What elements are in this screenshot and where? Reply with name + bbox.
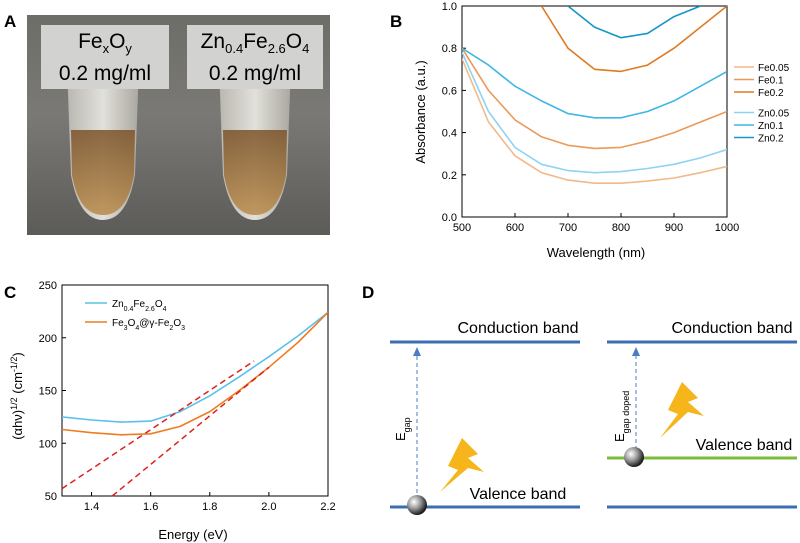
series-line-zn0-1: [462, 47, 727, 119]
series-line-fe3o4-fe2o3: [62, 311, 328, 436]
tauc-x-label: Energy (eV): [158, 527, 227, 542]
legend-label-fe: Fe3O4@γ-Fe2O3: [112, 318, 185, 332]
fit-line-fit2: [111, 366, 270, 497]
photo-vials: FexOy 0.2 mg/ml Zn0.4Fe2.6O4 0.2 mg/ml: [27, 15, 330, 235]
legend-label: Fe0.1: [758, 76, 784, 87]
y-tick-label: 0.6: [442, 85, 457, 97]
legend-label-zn: Zn0.4Fe2.6O4: [112, 299, 167, 313]
right-valence-label: Valence band: [696, 437, 793, 454]
y-tick-label: 150: [39, 386, 57, 398]
y-tick-label: 0.4: [442, 128, 457, 140]
right-arrowhead-icon: [632, 347, 640, 356]
series-line-zn0-05: [462, 52, 727, 174]
left-electron-icon: [407, 495, 427, 515]
right-conduction-label: Conduction band: [672, 320, 793, 337]
series-line-zn0-4fe2-6o4: [62, 311, 328, 423]
right-lightning-icon: [660, 382, 704, 438]
left-egap-label: Egap: [393, 417, 412, 441]
right-vial-label: Zn0.4Fe2.6O4 0.2 mg/ml: [187, 25, 323, 89]
x-tick-label: 900: [665, 222, 683, 234]
y-tick-label: 0.0: [442, 212, 457, 224]
legend-label: Zn0.2: [758, 134, 784, 145]
y-tick-label: 50: [45, 491, 57, 503]
x-tick-label: 1.8: [202, 501, 217, 513]
y-tick-label: 0.2: [442, 170, 457, 182]
x-tick-label: 1.4: [84, 501, 99, 513]
panel-a-label: A: [4, 12, 17, 31]
x-tick-label: 600: [506, 222, 524, 234]
tauc-y-label: (αhν)1/2 (cm-1/2): [9, 352, 25, 440]
absorbance-x-label: Wavelength (nm): [547, 245, 646, 260]
x-tick-label: 800: [612, 222, 630, 234]
left-liquid: [71, 130, 135, 215]
left-vial-label: FexOy 0.2 mg/ml: [41, 25, 169, 89]
x-tick-label: 1.6: [143, 501, 158, 513]
x-tick-label: 1000: [715, 222, 739, 234]
right-liquid: [223, 130, 287, 215]
left-conduction-label: Conduction band: [458, 320, 579, 337]
series-line-fe0-1: [462, 47, 727, 150]
absorbance-y-label: Absorbance (a.u.): [413, 60, 428, 163]
right-electron-icon: [624, 447, 644, 467]
y-tick-label: 250: [39, 280, 57, 292]
vials-illustration: [67, 65, 291, 220]
x-tick-label: 2.2: [320, 501, 335, 513]
left-lightning-icon: [440, 438, 484, 492]
series-line-fe0-2: [540, 6, 727, 73]
plot-frame: [461, 5, 728, 218]
left-valence-label: Valence band: [470, 486, 567, 503]
x-tick-label: 700: [559, 222, 577, 234]
y-tick-label: 200: [39, 333, 57, 345]
legend-label: Zn0.05: [758, 109, 790, 120]
panel-c-label: C: [4, 283, 17, 302]
y-tick-label: 100: [39, 438, 57, 450]
legend-label: Zn0.1: [758, 121, 784, 132]
y-tick-label: 0.8: [442, 43, 457, 55]
legend-label: Fe0.05: [758, 63, 790, 74]
left-arrowhead-icon: [413, 347, 421, 356]
panel-d-label: D: [362, 283, 375, 302]
x-tick-label: 500: [453, 222, 471, 234]
plot-frame: [61, 284, 329, 497]
series-line-zn0-2: [567, 6, 701, 39]
legend-label: Fe0.2: [758, 88, 784, 99]
series-line-fe0-05: [462, 58, 727, 184]
x-tick-label: 2.0: [261, 501, 276, 513]
y-tick-label: 1.0: [442, 1, 457, 13]
right-egap-label: Egap doped: [612, 391, 631, 442]
fit-line-fit1: [61, 360, 255, 490]
panel-b-label: B: [390, 12, 403, 31]
